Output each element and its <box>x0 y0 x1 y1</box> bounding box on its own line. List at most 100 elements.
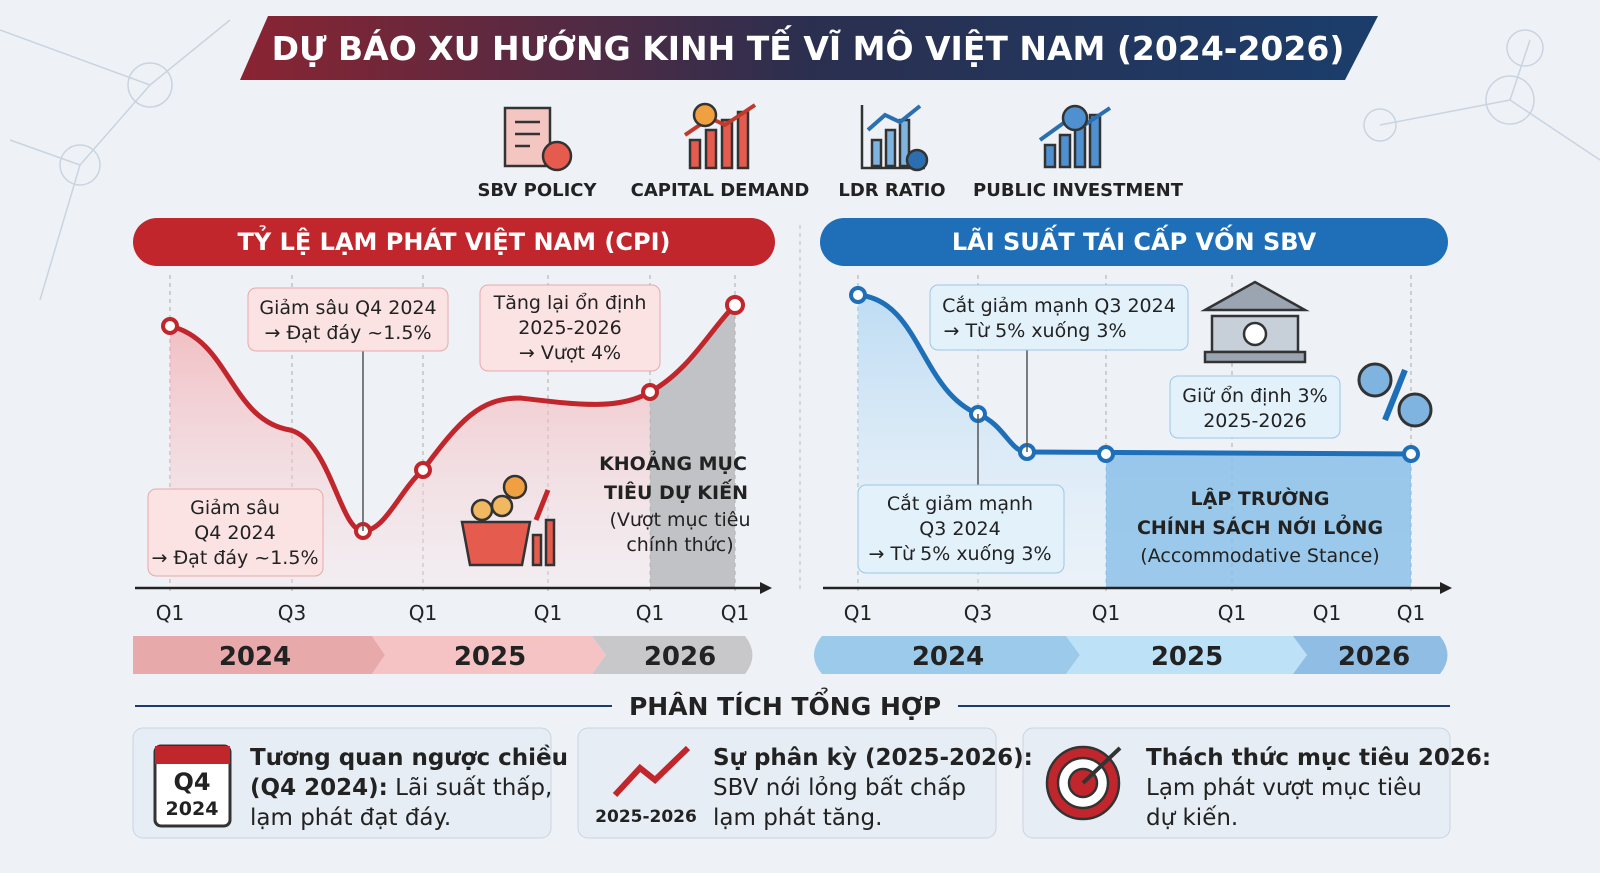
target-icon <box>1045 745 1122 821</box>
callout-text: Giảm sâu Q4 2024 <box>259 297 436 319</box>
calendar-icon <box>153 744 232 828</box>
basket-icon <box>460 474 556 567</box>
stance-text: CHÍNH SÁCH NỚI LỎNG <box>1137 514 1383 539</box>
year-band <box>1066 636 1307 674</box>
icon-label: SBV POLICY <box>477 180 597 201</box>
circle <box>641 383 659 401</box>
x-tick-label: Q1 <box>156 601 184 625</box>
path <box>1200 280 1310 312</box>
callout-box <box>857 484 1065 574</box>
circle <box>1357 362 1393 398</box>
card-text: Lạm phát vượt mục tiêu <box>1146 775 1422 801</box>
icon-capital <box>683 102 757 170</box>
polyline <box>866 104 922 132</box>
polyline <box>683 103 757 137</box>
card-text: dự kiến. <box>1146 805 1238 831</box>
callout-text: → Vượt 4% <box>519 342 621 364</box>
icon-label: PUBLIC INVESTMENT <box>973 180 1184 201</box>
callout-text: 2025-2026 <box>1203 410 1307 432</box>
circle <box>1363 108 1397 142</box>
rect <box>1203 350 1307 364</box>
x-tick-label: Q3 <box>964 601 992 625</box>
callout-text: Giảm sâu <box>190 497 280 519</box>
trend-icon <box>612 745 691 798</box>
cpi-header: TỶ LỆ LẠM PHÁT VIỆT NAM (CPI) <box>238 223 671 256</box>
year-label: 2026 <box>1338 642 1410 672</box>
card-text: SBV nới lỏng bất chấp <box>713 775 966 801</box>
callout-text: Cắt giảm mạnh Q3 2024 <box>942 294 1176 317</box>
cpi-header-bg <box>133 218 775 266</box>
cpi-points <box>161 295 745 540</box>
year-label: 2025 <box>1151 642 1223 672</box>
callout-text: Q4 2024 <box>194 522 275 544</box>
circle <box>1242 321 1268 347</box>
card <box>132 727 552 839</box>
circle <box>1061 104 1089 132</box>
rect <box>544 518 556 567</box>
callout-box <box>1169 375 1341 439</box>
x-tick-label: Q1 <box>721 601 749 625</box>
x-tick-label: Q1 <box>636 601 664 625</box>
polyline <box>860 105 925 170</box>
callout-text: → Từ 5% xuống 3% <box>868 543 1051 565</box>
circle <box>1506 29 1544 67</box>
circle <box>490 494 514 518</box>
card-bold: Thách thức mục tiêu 2026: <box>1146 745 1491 771</box>
card-bold: (Q4 2024): <box>250 775 388 801</box>
card-bold: Sự phân kỳ (2025-2026): <box>713 745 1033 771</box>
callout-box <box>479 284 661 372</box>
rect <box>155 746 230 764</box>
sbv-points <box>849 286 1420 463</box>
x-tick-label: Q3 <box>278 601 306 625</box>
card-bold: Tương quan ngược chiều <box>250 744 568 771</box>
callout-box <box>929 284 1189 351</box>
icon-label: LDR RATIO <box>838 180 945 201</box>
card-text: lạm phát đạt đáy. <box>250 805 451 831</box>
card <box>1022 727 1451 839</box>
circle <box>849 286 867 304</box>
circle <box>905 148 929 172</box>
x-tick-label: Q1 <box>1397 601 1425 625</box>
callout-box <box>147 488 324 577</box>
path <box>460 520 532 567</box>
circle <box>1485 75 1535 125</box>
circle <box>470 498 494 522</box>
cpi-target-zone <box>650 305 735 588</box>
rect <box>870 138 883 168</box>
callout-box <box>247 287 449 352</box>
target-text: (Vượt mục tiêu <box>609 509 750 531</box>
path <box>533 489 551 521</box>
analysis-title: PHÂN TÍCH TỔNG HỢP <box>629 686 941 721</box>
circle <box>725 295 745 315</box>
title-banner <box>240 16 1378 80</box>
sbv-header: LÃI SUẤT TÁI CẤP VỐN SBV <box>952 223 1317 256</box>
network-decor <box>0 19 1600 301</box>
year-label: 2024 <box>219 642 291 672</box>
callout-text: Q3 2024 <box>919 518 1000 540</box>
callout-text: 2025-2026 <box>518 317 622 339</box>
rect <box>531 533 543 567</box>
year-label: 2025 <box>454 642 526 672</box>
rect <box>1073 123 1087 169</box>
year-band <box>133 636 385 674</box>
year-label: 2026 <box>644 642 716 672</box>
icon-sbv <box>503 106 573 172</box>
percent-icon <box>1357 362 1433 428</box>
arrow <box>1440 582 1452 594</box>
badge-text: 2024 <box>166 798 219 820</box>
rect <box>736 110 750 170</box>
rect <box>704 128 718 170</box>
callout-text: → Đạt đáy ~1.5% <box>152 547 319 569</box>
circle <box>414 461 432 479</box>
stance-zone <box>1106 454 1411 588</box>
circle <box>1402 445 1420 463</box>
icon-public <box>1038 104 1112 169</box>
title: DỰ BÁO XU HƯỚNG KINH TẾ VĨ MÔ VIỆT NAM (… <box>272 24 1345 68</box>
target-text: chính thức) <box>626 534 733 556</box>
card-text: Lãi suất thấp, <box>388 775 553 801</box>
x-tick-label: Q1 <box>1092 601 1120 625</box>
year-band <box>814 636 1080 674</box>
rect <box>688 138 702 170</box>
